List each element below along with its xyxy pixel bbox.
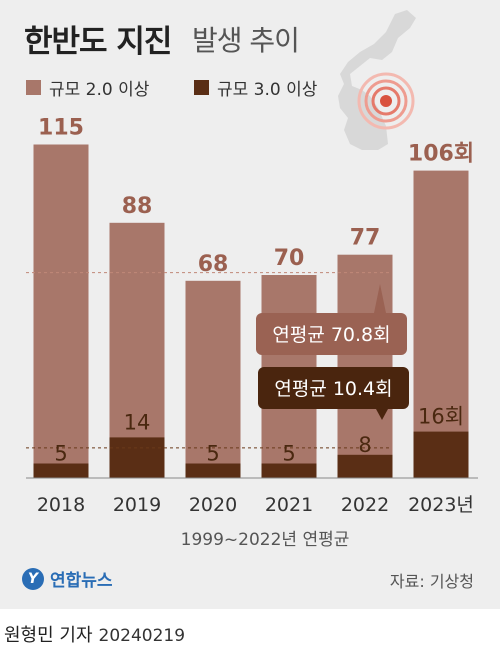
bar-m3-5 bbox=[413, 431, 469, 478]
author-name: 원형민 기자 bbox=[4, 625, 93, 646]
source-text: 자료: 기상청 bbox=[389, 572, 474, 591]
x-axis: 2018 2019 2020 2021 2022 2023년 bbox=[26, 477, 478, 516]
callout-m3-average-text: 연평균 10.4회 bbox=[274, 378, 392, 400]
bar-m3-1 bbox=[109, 437, 165, 478]
bars-group bbox=[33, 144, 469, 478]
bar-m3-0 bbox=[33, 463, 89, 478]
credit-date: 20240219 bbox=[98, 626, 186, 646]
value-label-m3-3: 5 bbox=[282, 442, 295, 466]
value-label-m2-4: 77 bbox=[350, 226, 381, 251]
value-label-m3-0: 5 bbox=[54, 442, 67, 466]
legend-swatch-m2 bbox=[26, 80, 41, 95]
bar-m2-5 bbox=[413, 170, 469, 478]
legend-item-m3: 규모 3.0 이상 bbox=[194, 75, 317, 100]
bar-m2-0 bbox=[33, 144, 89, 478]
x-tick-label-4: 2022 bbox=[341, 494, 389, 516]
x-tick-label-0: 2018 bbox=[37, 494, 85, 516]
bar-m2-4 bbox=[337, 254, 393, 478]
callout-m3-average-pointer bbox=[376, 409, 388, 420]
callout-m3-average: 연평균 10.4회 bbox=[258, 367, 409, 420]
value-labels: 115 5 88 14 68 5 70 5 77 8 106회 16회 bbox=[38, 116, 474, 466]
x-axis-note: 1999~2022년 연평균 bbox=[180, 530, 350, 550]
logo-text: 연합뉴스 bbox=[50, 571, 113, 591]
callout-m2-average: 연평균 70.8회 bbox=[256, 284, 407, 355]
bar-m2-2 bbox=[185, 280, 241, 478]
legend-label-m3: 규모 3.0 이상 bbox=[217, 80, 318, 100]
bar-m3-4 bbox=[337, 454, 393, 478]
bar-m3-2 bbox=[185, 463, 241, 478]
value-label-m3-1: 14 bbox=[124, 410, 151, 434]
legend-swatch-m3 bbox=[194, 80, 209, 95]
korea-map-icon bbox=[338, 10, 416, 150]
yonhap-logo: Y 연합뉴스 bbox=[22, 566, 113, 591]
x-tick-label-1: 2019 bbox=[113, 494, 161, 516]
chart-subtitle: 발생 추이 bbox=[192, 24, 300, 57]
bar-m3-3 bbox=[261, 463, 317, 478]
value-label-m2-5: 106회 bbox=[408, 142, 474, 167]
value-label-m2-1: 88 bbox=[122, 194, 153, 219]
x-tick-label-5: 2023년 bbox=[408, 494, 474, 516]
callout-m2-average-pointer bbox=[374, 284, 386, 313]
value-label-m3-5: 16회 bbox=[418, 405, 464, 429]
legend-label-m2: 규모 2.0 이상 bbox=[49, 80, 150, 100]
x-tick-label-3: 2021 bbox=[265, 494, 313, 516]
legend-item-m2: 규모 2.0 이상 bbox=[26, 75, 149, 100]
callout-m3-average-box bbox=[258, 367, 409, 409]
callout-m2-average-text: 연평균 70.8회 bbox=[272, 324, 390, 346]
credit-line: 원형민 기자 20240219 bbox=[4, 621, 185, 647]
chart-title: 한반도 지진 bbox=[24, 24, 172, 60]
bar-m2-1 bbox=[109, 222, 165, 478]
value-label-m2-0: 115 bbox=[38, 116, 84, 141]
logo-mark-icon: Y bbox=[22, 567, 44, 590]
x-tick-label-2: 2020 bbox=[189, 494, 237, 516]
callout-m2-average-box bbox=[256, 313, 407, 355]
value-label-m2-3: 70 bbox=[274, 246, 305, 271]
value-label-m2-2: 68 bbox=[198, 252, 229, 277]
value-label-m3-4: 8 bbox=[358, 433, 371, 457]
value-label-m3-2: 5 bbox=[206, 442, 219, 466]
